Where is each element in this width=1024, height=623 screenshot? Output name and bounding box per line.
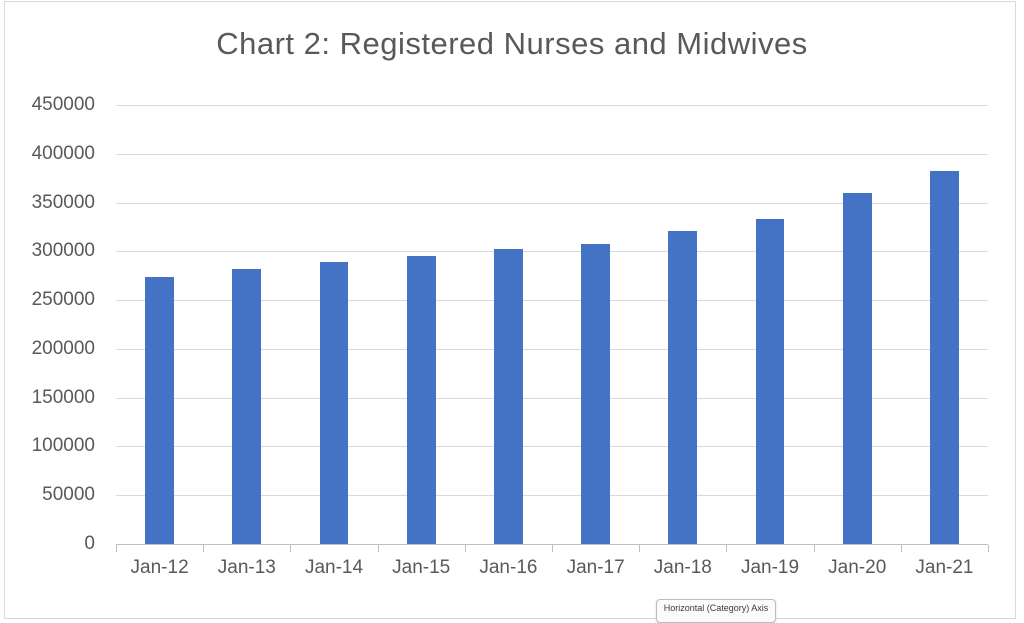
bar-slot <box>465 105 552 544</box>
x-tick-label: Jan-17 <box>566 557 625 578</box>
gridline <box>116 348 988 350</box>
bar-slot <box>814 105 901 544</box>
x-tick-label: Jan-18 <box>653 557 712 578</box>
axis-tick <box>552 545 553 552</box>
plot-area[interactable] <box>116 105 988 545</box>
y-tick-label: 400000 <box>31 142 95 164</box>
x-tick-label: Jan-14 <box>304 557 364 578</box>
bar[interactable] <box>842 192 872 544</box>
bar-slot <box>639 105 726 544</box>
axis-tooltip: Horizontal (Category) Axis <box>656 599 776 623</box>
axis-ticks <box>116 545 989 552</box>
axis-tick <box>813 545 815 552</box>
bar[interactable] <box>494 249 523 544</box>
bar[interactable] <box>581 243 610 544</box>
y-tick-label: 250000 <box>31 289 95 311</box>
x-tick-label: Jan-13 <box>217 557 276 578</box>
axis-tick <box>988 545 989 552</box>
y-tick-label: 200000 <box>31 337 95 359</box>
y-tick-label: 450000 <box>31 94 95 115</box>
y-tick-label: 350000 <box>31 191 95 213</box>
axis-tick <box>464 545 466 552</box>
axis-tooltip-label: Horizontal (Category) Axis <box>663 603 769 613</box>
x-tick-label: Jan-16 <box>479 557 538 578</box>
bar[interactable] <box>755 219 785 544</box>
bar[interactable] <box>930 171 959 544</box>
axis-tick <box>203 545 205 552</box>
x-tick-label: Jan-19 <box>740 557 800 578</box>
gridline <box>116 153 988 155</box>
axis-tick <box>116 545 117 552</box>
bar[interactable] <box>406 256 436 544</box>
x-tick-label: Jan-12 <box>130 557 189 578</box>
bar[interactable] <box>319 262 349 544</box>
bar[interactable] <box>668 230 698 544</box>
gridline <box>116 446 988 448</box>
bar[interactable] <box>145 276 174 544</box>
x-tick-label: Jan-15 <box>392 557 451 578</box>
bar-slot <box>552 105 639 544</box>
axis-tick <box>290 545 292 552</box>
bars <box>116 105 988 544</box>
axis-tick <box>639 545 641 552</box>
x-axis-labels[interactable]: Jan-12 Jan-13 Jan-14 Jan-15 Jan-16 Jan-17 Jan-… <box>116 557 988 579</box>
axis-tick <box>377 545 379 552</box>
gridline <box>116 397 988 399</box>
chart-title[interactable]: Chart 2: Registered Nurses and Midwives <box>216 26 808 61</box>
axis-tick <box>726 545 728 552</box>
gridline <box>116 300 988 302</box>
y-axis-labels[interactable]: 0 50000 100000 150000 200000 250000 300000 3500… <box>0 94 95 554</box>
gridline <box>116 105 988 106</box>
bar[interactable] <box>232 268 262 544</box>
y-tick-label: 150000 <box>31 386 95 408</box>
y-tick-label: 300000 <box>31 240 95 262</box>
bar-slot <box>901 105 988 544</box>
gridline <box>116 495 988 497</box>
axis-tick <box>900 545 902 552</box>
bar-slot <box>116 105 203 544</box>
y-tick-label: 100000 <box>31 435 95 457</box>
bar-slot <box>203 105 290 544</box>
y-tick-label: 0 <box>84 533 95 554</box>
gridline <box>116 251 988 253</box>
bar-slot <box>378 105 465 544</box>
x-tick-label: Jan-20 <box>828 557 887 578</box>
y-tick-label: 50000 <box>42 484 95 506</box>
bar-slot <box>726 105 813 544</box>
gridline <box>116 202 988 204</box>
x-tick-label: Jan-21 <box>915 557 974 578</box>
bar-slot <box>290 105 377 544</box>
